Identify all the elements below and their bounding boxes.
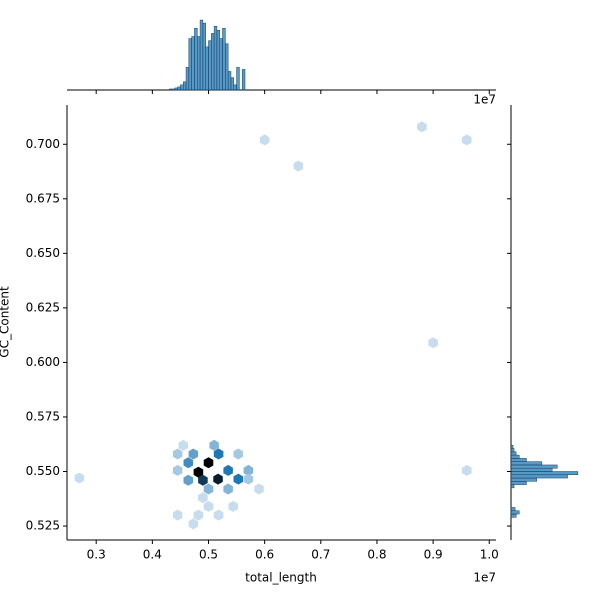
histogram-bar	[510, 477, 537, 482]
hexbin	[213, 448, 224, 460]
y-tick-label: 0.550	[26, 464, 60, 478]
histogram-bar	[510, 454, 520, 459]
hexbin	[213, 509, 224, 521]
x-tick-label: 0.9	[424, 548, 443, 562]
histogram-bar	[205, 46, 209, 91]
hexbin	[259, 134, 270, 146]
x-tick-label: 0.3	[87, 548, 106, 562]
histogram-bar	[510, 445, 514, 449]
histogram-bar	[197, 36, 201, 91]
histogram-bar	[510, 474, 568, 479]
histogram-bar	[211, 33, 215, 91]
hexbin	[462, 464, 472, 476]
y-tick-label: 0.675	[26, 191, 60, 205]
hexbin	[198, 474, 208, 486]
hexbin	[188, 448, 199, 460]
hexbin	[203, 500, 214, 512]
histogram-bar	[510, 484, 515, 489]
y-axis-label: GC_Content	[0, 286, 12, 358]
x-tick-label: 1.0	[480, 548, 499, 562]
histogram-bar	[194, 28, 198, 91]
hexbin	[183, 457, 194, 469]
histogram-bar	[216, 30, 220, 91]
histogram-bar	[510, 458, 527, 462]
histogram-bar	[191, 36, 195, 91]
histogram-bar	[174, 87, 178, 91]
x-tick-label: 0.6	[255, 548, 274, 562]
histogram-bar	[510, 467, 553, 472]
hexbin	[193, 509, 204, 521]
hexbin	[172, 509, 183, 521]
histogram-bar	[230, 77, 235, 91]
histogram-bar	[510, 513, 517, 518]
hexbin	[254, 483, 264, 495]
histogram-bar	[182, 81, 187, 91]
histogram-bar	[202, 22, 206, 91]
x-tick-label: 0.5	[199, 548, 218, 562]
hexbin	[462, 134, 472, 146]
histogram-bar	[510, 471, 579, 476]
hexbin	[243, 473, 254, 485]
hexbin	[74, 472, 85, 484]
hexbin	[183, 474, 194, 486]
histogram-bar	[171, 88, 176, 91]
histogram-bar	[510, 464, 558, 469]
histogram-bar	[199, 19, 204, 91]
hexbin	[233, 448, 243, 460]
y-tick-label: 0.525	[26, 519, 60, 533]
hexbin	[193, 466, 204, 478]
histogram-bar	[208, 40, 212, 91]
histogram-bar	[510, 507, 516, 512]
y-tick-label: 0.700	[26, 137, 60, 151]
y-tick-label: 0.575	[26, 409, 60, 423]
offset-label: 1e7	[473, 571, 496, 585]
x-axis-label: total_length	[245, 571, 317, 585]
x-tick-label: 0.8	[367, 548, 386, 562]
histogram-bar	[510, 481, 527, 485]
hexbin	[203, 483, 214, 495]
hexbin	[417, 121, 427, 133]
histogram-bar	[177, 86, 181, 91]
histogram-bar	[236, 67, 240, 91]
hexbin	[243, 464, 254, 476]
y-tick-label: 0.625	[26, 300, 60, 314]
histogram-bar	[510, 461, 543, 466]
y-tick-label: 0.600	[26, 355, 60, 369]
histogram-bar	[180, 84, 184, 91]
hexbin	[198, 492, 208, 504]
histogram-bar	[510, 451, 517, 456]
histogram-bar	[222, 28, 226, 91]
histogram-bar	[225, 43, 229, 91]
hexbin	[213, 473, 223, 485]
histogram-bar	[188, 38, 192, 91]
histogram-bar	[185, 67, 190, 91]
hexbin	[233, 473, 243, 485]
histogram-bar	[241, 69, 246, 91]
hexbin	[203, 457, 214, 469]
x-tick-label: 0.4	[143, 548, 162, 562]
histogram-bar	[168, 88, 173, 91]
hexbin	[188, 518, 199, 530]
hexbin	[428, 337, 438, 349]
histogram-bar	[227, 71, 232, 91]
x-tick-label: 0.7	[311, 548, 330, 562]
hexbin	[178, 439, 188, 451]
hexbin	[172, 464, 183, 476]
y-tick-label: 0.650	[26, 246, 60, 260]
hexbin	[172, 448, 183, 460]
histogram-bar	[219, 38, 223, 91]
hexbin	[228, 500, 238, 512]
offset-label: 1e7	[473, 93, 496, 107]
hexbin	[293, 160, 304, 172]
hexbin	[209, 439, 219, 451]
histogram-bar	[510, 448, 515, 453]
histogram-bar	[213, 25, 218, 91]
hexbin	[223, 464, 233, 476]
hexbin	[223, 483, 233, 495]
histogram-bar	[233, 84, 237, 91]
histogram-bar	[510, 510, 520, 515]
